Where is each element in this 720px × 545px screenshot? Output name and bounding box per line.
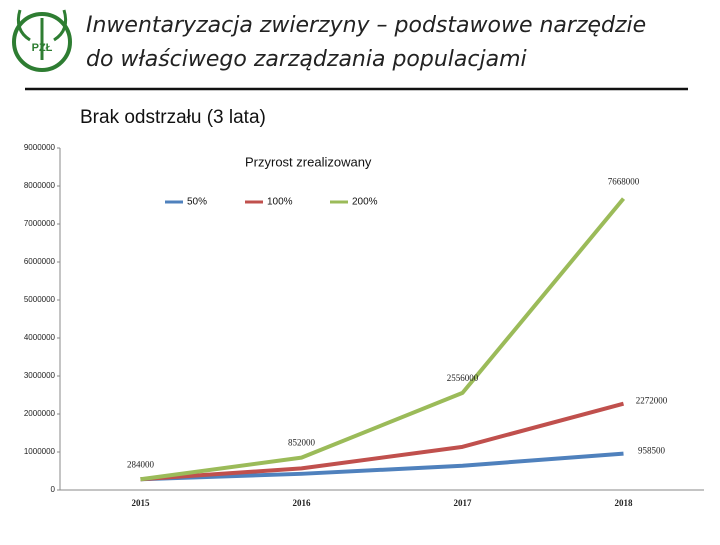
- series-line: [140, 451, 624, 482]
- logo: PZŁ: [12, 9, 72, 72]
- slide-title: Inwentaryzacja zwierzyny – podstawowe na…: [86, 13, 646, 38]
- y-tick-label: 8000000: [24, 181, 56, 190]
- logo-text: PZŁ: [32, 42, 53, 54]
- data-label: 958500: [638, 446, 666, 456]
- y-tick-label: 3000000: [24, 371, 56, 380]
- slide-title: do właściwego zarządzania populacjami: [86, 47, 527, 72]
- y-tick-label: 2000000: [24, 409, 56, 418]
- x-tick-label: 2017: [454, 498, 473, 508]
- y-tick-label: 5000000: [24, 295, 56, 304]
- data-label: 2272000: [636, 396, 668, 406]
- legend-label: 100%: [267, 197, 293, 208]
- y-tick-label: 6000000: [24, 257, 56, 266]
- data-label: 284000: [127, 459, 155, 469]
- series-line: [140, 401, 625, 482]
- series-line: [140, 197, 626, 482]
- legend-label: 50%: [187, 197, 207, 208]
- y-tick-label: 0: [51, 485, 56, 494]
- y-tick-label: 4000000: [24, 333, 56, 342]
- y-tick-label: 9000000: [24, 143, 56, 152]
- data-label: 2556000: [447, 373, 479, 383]
- chart-title: Przyrost zrealizowany: [245, 154, 372, 169]
- data-label: 7668000: [608, 177, 640, 187]
- y-tick-label: 1000000: [24, 447, 56, 456]
- legend-label: 200%: [352, 197, 378, 208]
- x-tick-label: 2016: [293, 498, 312, 508]
- x-tick-label: 2018: [615, 498, 634, 508]
- data-label: 852000: [288, 438, 316, 448]
- x-tick-label: 2015: [132, 498, 151, 508]
- y-tick-label: 7000000: [24, 219, 56, 228]
- slide-subtitle: Brak odstrzału (3 lata): [80, 107, 266, 128]
